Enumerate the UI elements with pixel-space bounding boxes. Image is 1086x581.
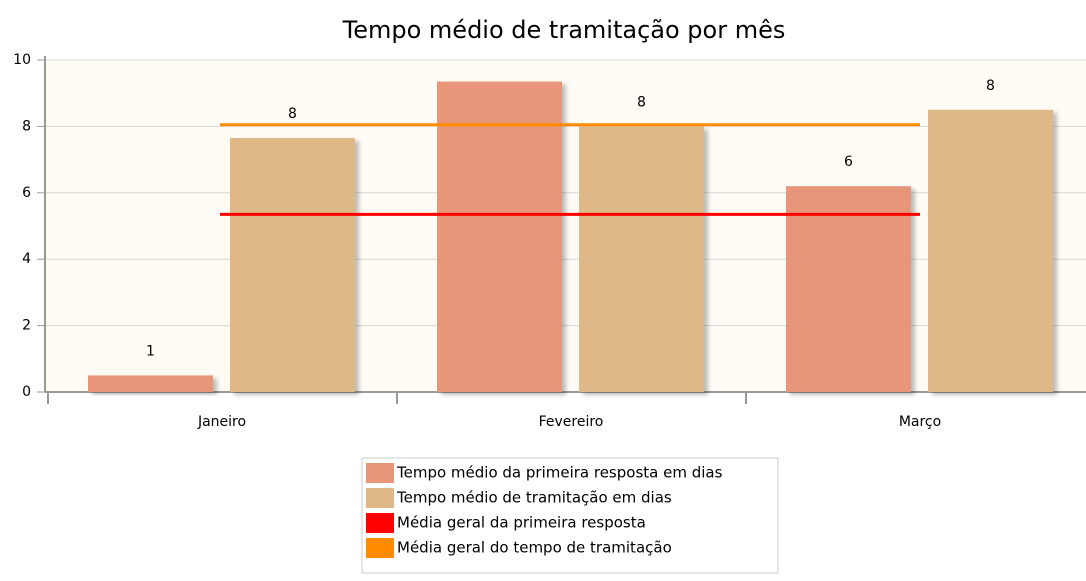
legend-swatch xyxy=(366,513,394,533)
bar xyxy=(786,186,911,392)
chart-title: Tempo médio de tramitação por mês xyxy=(342,16,786,44)
legend xyxy=(361,457,779,574)
legend-swatch xyxy=(366,538,394,558)
x-tick-label: Março xyxy=(899,414,941,430)
legend-swatch xyxy=(366,488,394,508)
x-tick-label: Fevereiro xyxy=(539,414,604,430)
y-tick-label: 2 xyxy=(22,318,31,334)
legend-swatch xyxy=(366,463,394,483)
data-label: 8 xyxy=(986,78,995,94)
bar xyxy=(230,138,355,392)
data-label: 6 xyxy=(844,154,853,170)
y-tick-label: 8 xyxy=(22,118,31,134)
bar xyxy=(437,81,562,392)
bar xyxy=(928,109,1053,393)
legend-label: Tempo médio da primeira resposta em dias xyxy=(396,464,723,482)
y-tick-label: 10 xyxy=(13,52,31,68)
bar xyxy=(88,375,213,392)
x-tick-label: Janeiro xyxy=(197,414,246,430)
y-tick-label: 0 xyxy=(22,384,31,400)
legend-label: Média geral do tempo de tramitação xyxy=(397,539,672,557)
y-tick-label: 6 xyxy=(22,185,31,201)
data-label: 8 xyxy=(637,94,646,110)
legend-label: Tempo médio de tramitação em dias xyxy=(396,489,672,507)
data-label: 1 xyxy=(146,343,155,359)
legend-label: Média geral da primeira resposta xyxy=(397,514,646,532)
data-label: 8 xyxy=(288,106,297,122)
bar xyxy=(579,126,704,393)
y-tick-label: 4 xyxy=(22,251,31,267)
plot-area xyxy=(45,60,1086,392)
